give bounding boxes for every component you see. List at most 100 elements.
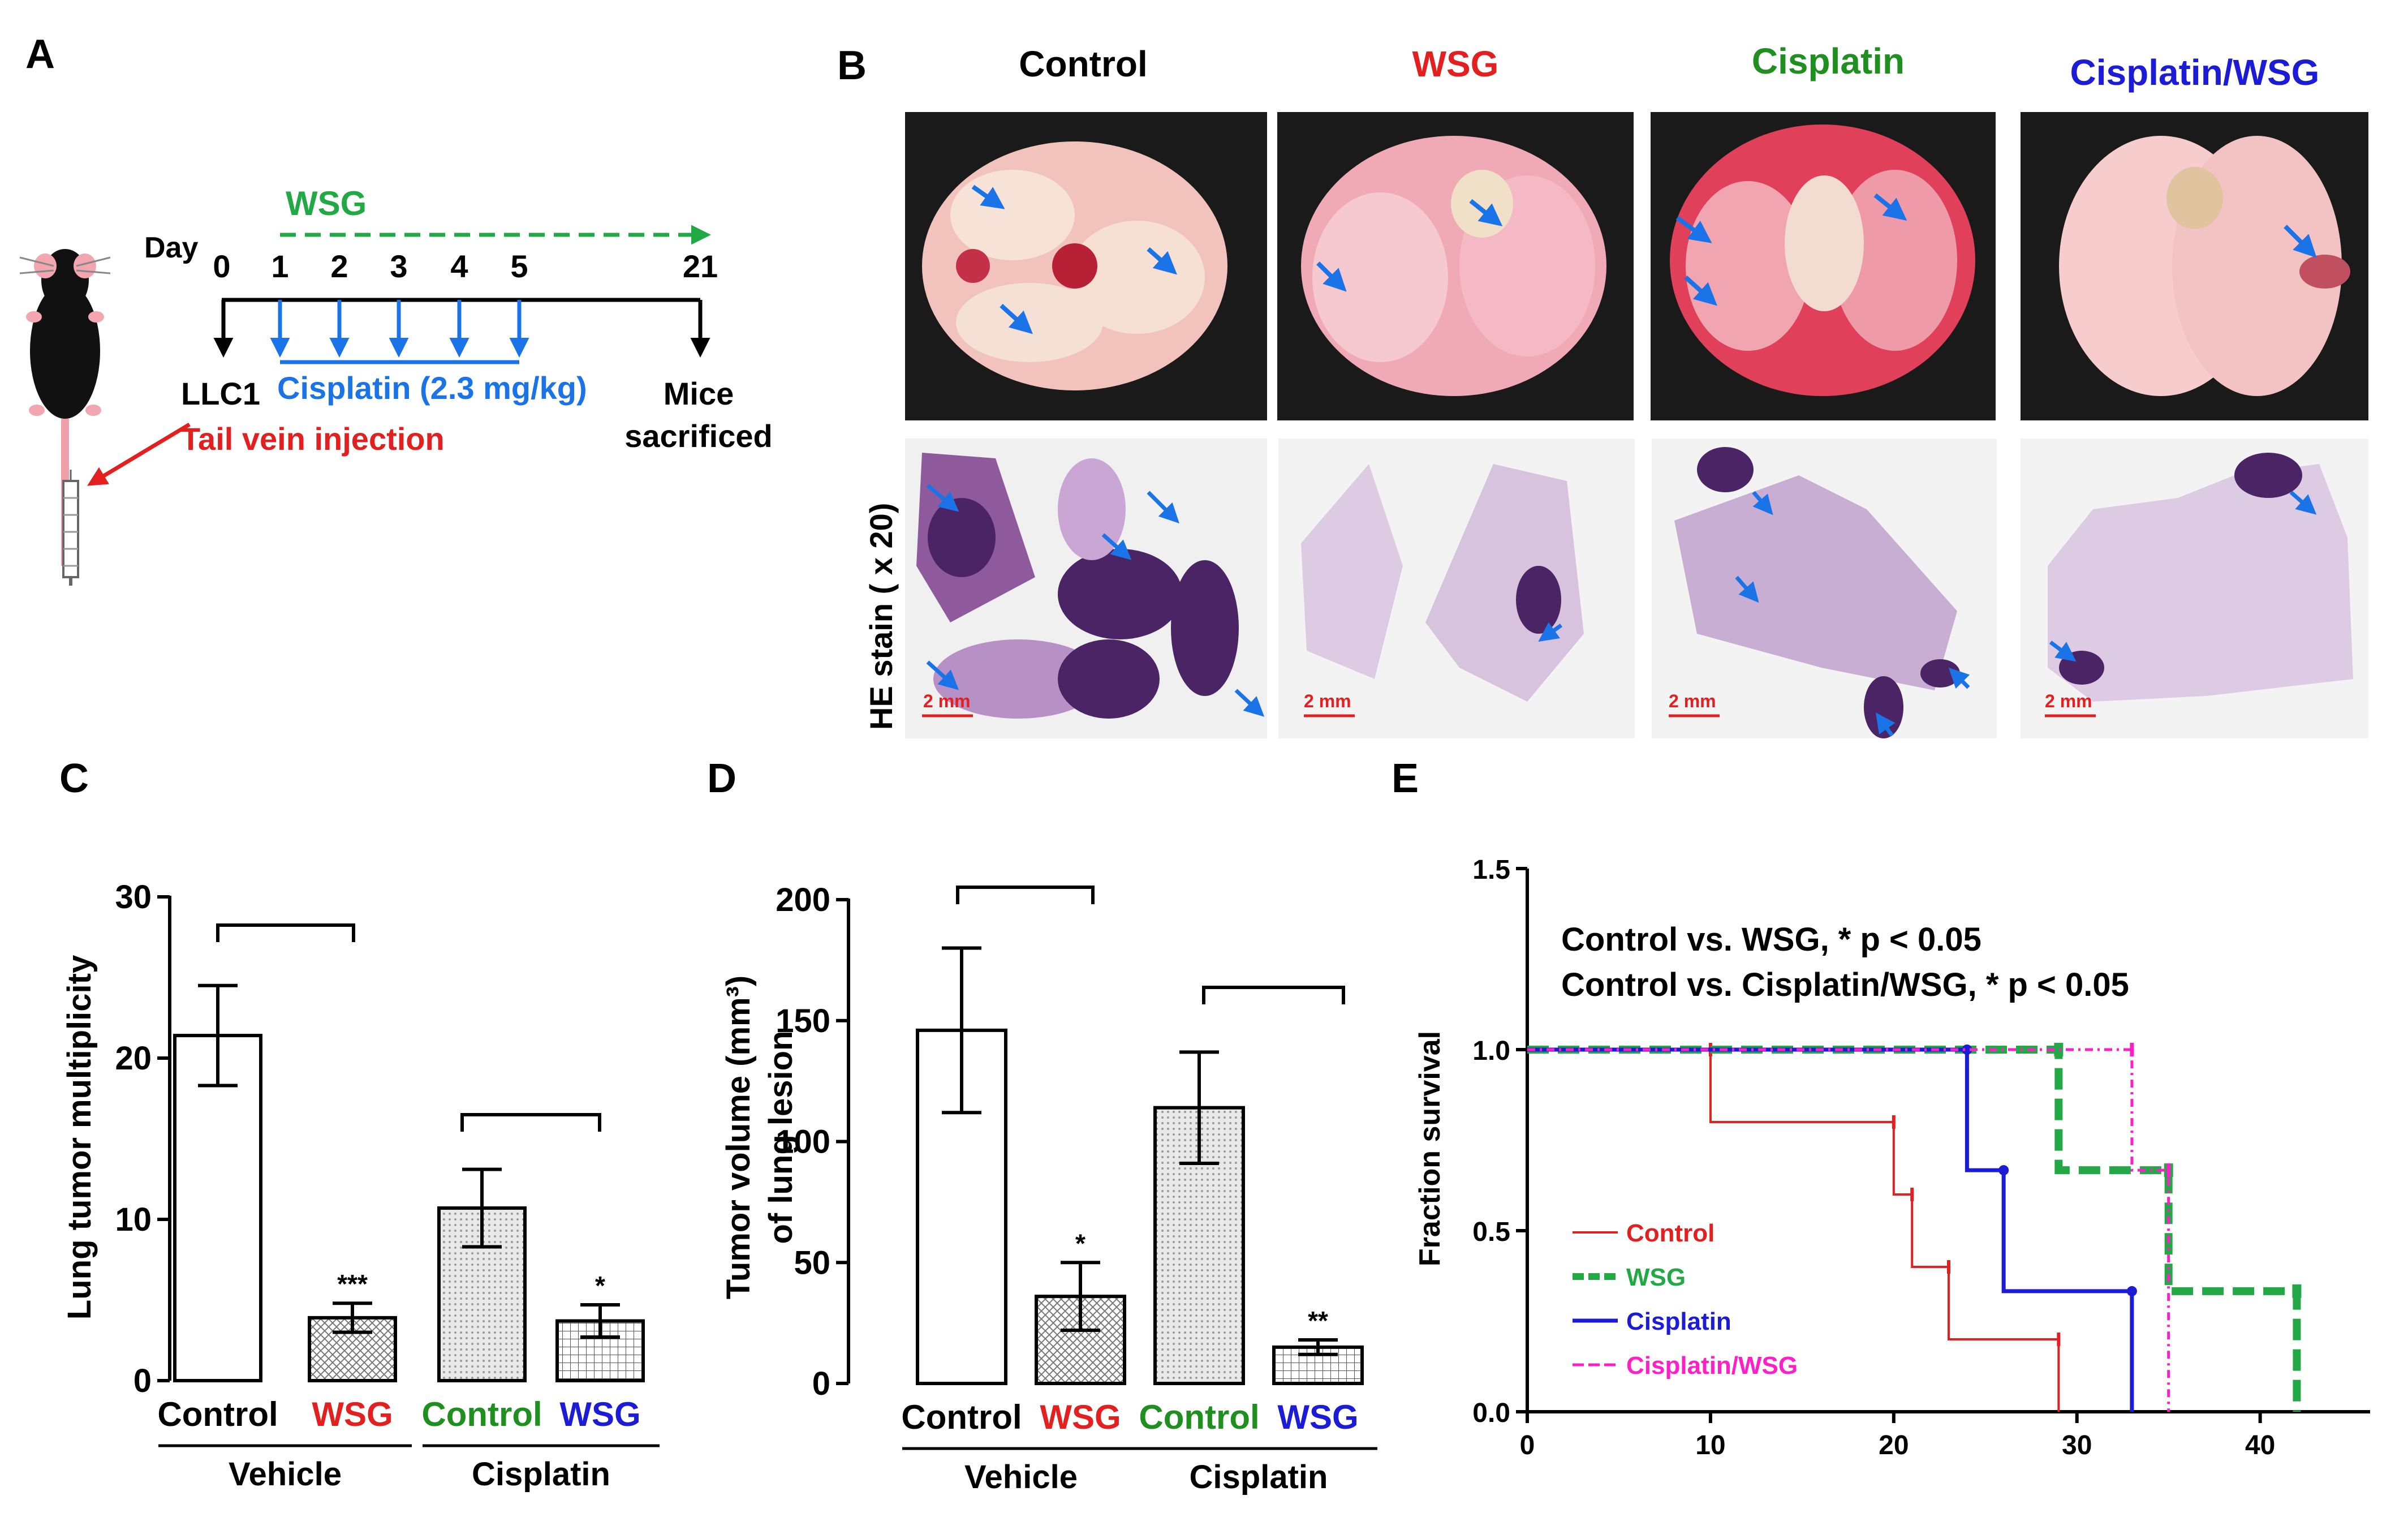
day-tick: 21 [683,248,718,284]
bar [1272,1345,1364,1385]
comparison-bracket [956,886,1095,904]
x-category-label: Control [1139,1398,1259,1436]
legend-label: Cisplatin/WSG [1626,1352,1798,1380]
panel-c-bar-chart: C Lung tumor multiplicity 0 10 20 30 Control… [59,756,660,1493]
x-tick-label: 20 [1879,1430,1909,1460]
x-tick-label: 40 [2245,1430,2275,1460]
comparison-bracket [216,923,355,942]
error-bar [1061,1261,1100,1332]
mice-label-2: sacrificed [624,418,773,454]
event-marker [1962,1045,1972,1055]
day-tick: 4 [450,248,468,284]
group-label: Cisplatin [1190,1459,1328,1495]
day-label: Day [144,231,198,264]
error-bar [462,1167,502,1249]
lung-photo-control [905,112,1267,420]
panel-b-letter: B [837,43,867,88]
day-tick: 0 [213,248,230,284]
panel-d-bar-chart: D Tumor volume (mm³) of lung lesion 0 50 1… [707,756,1377,1495]
y-tick-label: 50 [794,1244,830,1281]
survival-curve [1527,1047,2134,1412]
he-section-wsg: 2 mm [1278,439,1635,738]
error-bar [198,983,238,1088]
significance-label: ** [1308,1306,1328,1335]
legend-label: Cisplatin [1626,1308,1731,1335]
mice-label-1: Mice [664,376,734,411]
y-tick-label: 0 [133,1363,152,1399]
comparison-bracket [1202,986,1345,1004]
wsg-label: WSG [286,184,367,222]
y-tick-label: 100 [776,1124,830,1161]
llc1-label: LLC1 [181,376,260,411]
group-title-cisplatin-wsg: Cisplatin/WSG [2070,52,2320,93]
error-bar [580,1303,620,1339]
tail-vein-label: Tail vein injection [181,421,445,457]
x-tick-label: 10 [1695,1430,1725,1460]
x-category-label: Control [901,1398,1022,1436]
x-category-label: WSG [559,1395,640,1433]
x-category-label: WSG [1040,1398,1121,1436]
x-category-label: WSG [312,1395,393,1433]
y-tick-label: 0.0 [1472,1398,1510,1428]
error-bar [1298,1338,1338,1356]
cisplatin-dose-label: Cisplatin (2.3 mg/kg) [277,370,587,406]
error-bar [1179,1050,1219,1165]
he-section-cisplatin-wsg: 2 mm [2021,439,2368,738]
c-ylabel: Lung tumor multiplicity [61,955,98,1320]
he-section-cisplatin: 2 mm [1652,439,1997,738]
panel-b: B Control WSG Cisplatin Cisplatin/WSG [837,41,2368,738]
error-bar [942,946,981,1115]
panel-c-letter: C [59,756,89,801]
lung-photo-cisplatin [1651,112,1996,420]
panel-d-letter: D [707,756,736,801]
y-tick-label: 1.5 [1472,855,1510,885]
group-label: Cisplatin [472,1456,610,1493]
comparison-bracket [460,1113,601,1132]
day-tick: 5 [510,248,528,284]
lung-photo-wsg [1277,112,1634,420]
bar [173,1034,262,1382]
injection-arrow [87,422,191,486]
he-stain-label: HE stain ( x 20) [863,503,899,730]
significance-label: *** [337,1269,368,1299]
e-annotation-1: Control vs. WSG, * p < 0.05 [1561,921,1981,958]
y-tick-label: 0 [812,1365,830,1402]
group-label: Vehicle [229,1456,342,1493]
cisplatin-arrows [270,300,529,364]
y-tick-label: 200 [776,882,830,918]
significance-label: * [595,1271,605,1300]
legend-label: WSG [1626,1264,1686,1291]
panel-e-letter: E [1392,756,1419,801]
e-annotation-2: Control vs. Cisplatin/WSG, * p < 0.05 [1561,966,2129,1003]
x-category-label: Control [421,1395,542,1433]
he-section-control: 2 mm [905,439,1267,738]
d-ylabel-1: Tumor volume (mm³) [720,975,757,1300]
error-bar [333,1301,372,1334]
y-tick-label: 0.5 [1472,1217,1510,1247]
panel-a: A WSG Day 0 1 2 3 [19,32,773,586]
syringe-icon [62,470,79,586]
d-ylabel-2: of lung lesion [763,1031,799,1244]
y-tick-label: 10 [115,1201,152,1238]
lung-photo-cisplatin-wsg [2021,112,2368,420]
y-tick-label: 20 [115,1040,152,1077]
scale-bar-label: 2 mm [923,691,971,711]
y-tick-label: 1.0 [1472,1036,1510,1066]
y-tick-label: 150 [776,1003,830,1039]
group-title-cisplatin: Cisplatin [1752,41,1905,81]
day-tick-labels: 0 1 2 3 4 5 21 [213,248,718,284]
x-category-label: Control [157,1395,278,1433]
y-tick-label: 30 [115,879,152,916]
event-marker [2126,1286,2137,1296]
e-ylabel: Fraction survival [1414,1031,1446,1266]
scale-bar-label: 2 mm [1304,691,1351,711]
panel-a-letter: A [25,32,55,77]
day-tick: 2 [330,248,348,284]
x-tick-label: 0 [1520,1430,1535,1460]
panel-e-survival-chart: E Fraction survival Control vs. WSG, * p… [1392,756,2370,1460]
group-label: Vehicle [964,1459,1078,1495]
x-tick-label: 30 [2062,1430,2092,1460]
event-marker [1998,1165,2009,1176]
day-tick: 3 [390,248,407,284]
